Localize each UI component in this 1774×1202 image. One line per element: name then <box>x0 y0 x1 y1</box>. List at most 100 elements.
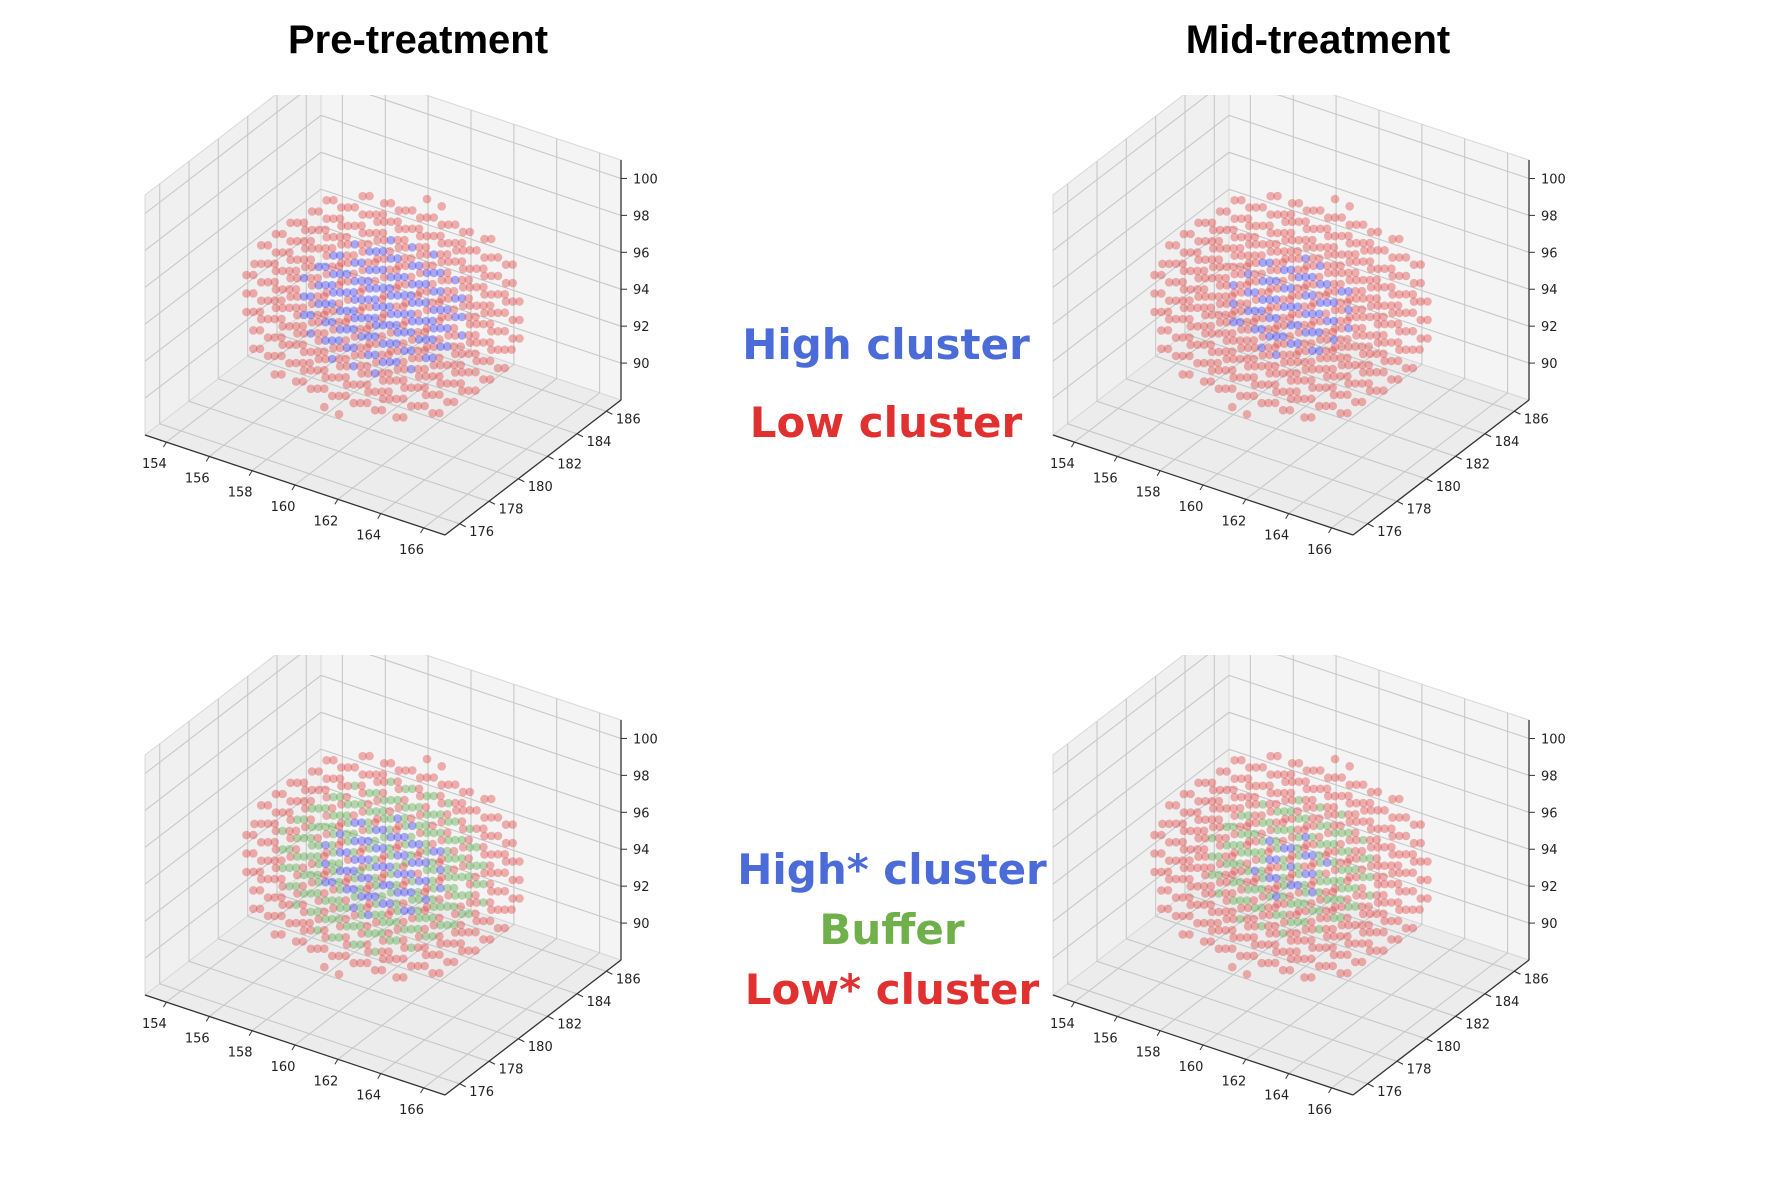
scatter-point <box>1229 877 1238 887</box>
scatter-point <box>1164 259 1174 269</box>
scatter-point <box>299 907 309 917</box>
x-tick-label: 160 <box>1179 1060 1204 1075</box>
scatter-point <box>1372 294 1381 303</box>
scatter-point <box>472 301 481 310</box>
scatter-point <box>307 822 317 832</box>
scatter-point <box>1294 346 1304 356</box>
scatter-point <box>443 865 452 874</box>
scatter-point <box>408 895 417 904</box>
scatter-point <box>471 890 480 900</box>
scatter-point <box>487 887 496 896</box>
scatter-point <box>1293 880 1303 890</box>
scatter-point <box>1307 917 1316 927</box>
scatter-point <box>1250 903 1260 913</box>
scatter-point <box>286 292 295 301</box>
scatter-point <box>299 273 309 283</box>
scatter-point <box>1242 373 1252 382</box>
scatter-point <box>1321 943 1331 952</box>
scatter-point <box>1230 214 1239 223</box>
scatter-point <box>1366 806 1376 815</box>
grid-line-z <box>1052 95 1530 214</box>
grid-line-y <box>1213 655 1515 972</box>
scatter-point <box>1278 313 1288 323</box>
scatter-point <box>1215 262 1225 272</box>
scatter-point <box>1193 248 1202 257</box>
scatter-point <box>429 847 439 856</box>
scatter-point <box>435 950 444 959</box>
scatter-point <box>1201 329 1210 338</box>
scatter-point <box>1171 801 1181 810</box>
scatter-point <box>356 940 365 949</box>
scatter-point <box>1321 887 1331 897</box>
scatter-point <box>285 266 294 276</box>
scatter-point <box>436 287 445 296</box>
scatter-point <box>465 861 475 870</box>
scatter-point <box>1307 880 1316 890</box>
scatter-point <box>270 837 279 847</box>
scatter-point <box>242 867 251 877</box>
scatter-point <box>334 877 344 887</box>
scatter-point <box>1272 276 1281 286</box>
scatter-point <box>334 896 344 905</box>
grid-line-x <box>1331 712 1509 1089</box>
scatter-point <box>1301 888 1310 897</box>
scatter-point <box>420 346 430 355</box>
scatter-point <box>1279 210 1289 219</box>
scatter-point <box>1293 825 1303 834</box>
scatter-point <box>1222 225 1231 235</box>
z-tick-label: 96 <box>1541 246 1558 261</box>
grid-line-z <box>144 711 622 848</box>
scatter-point <box>414 279 424 289</box>
scatter-point <box>1273 321 1282 330</box>
scatter-point <box>1272 332 1281 341</box>
scatter-point <box>1344 865 1353 875</box>
scatter-point <box>1171 241 1181 250</box>
x-tick-mark <box>1328 1087 1333 1094</box>
scatter-point <box>350 221 360 231</box>
scatter-point <box>1364 902 1374 911</box>
scatter-point <box>291 340 301 349</box>
scatter-point <box>1206 303 1216 312</box>
scatter-point <box>373 236 382 245</box>
scatter-point <box>480 850 489 859</box>
scatter-point <box>1357 957 1367 967</box>
scatter-point <box>1265 313 1274 323</box>
scatter-point <box>1388 290 1397 299</box>
scatter-point <box>1294 235 1304 245</box>
scatter-point <box>1345 257 1354 266</box>
scatter-point <box>379 235 389 245</box>
scatter-point <box>1214 870 1224 880</box>
scatter-point <box>1322 335 1332 344</box>
scatter-point <box>1328 924 1337 934</box>
scatter-point <box>443 397 452 407</box>
scatter-point <box>1336 950 1345 960</box>
scatter-point <box>385 862 395 871</box>
scatter-point <box>508 894 517 903</box>
scatter-point <box>1351 883 1360 893</box>
scatter-point <box>1294 888 1304 897</box>
scatter-point <box>1199 321 1209 331</box>
scatter-point <box>394 821 404 831</box>
scatter-point <box>1328 906 1337 915</box>
scatter-point <box>1372 312 1381 322</box>
scatter-point <box>379 851 389 860</box>
scatter-point <box>1286 394 1296 404</box>
scatter-point <box>358 844 368 853</box>
scatter-point <box>358 825 368 835</box>
scatter-point <box>349 288 358 297</box>
scatter-point <box>291 918 301 928</box>
z-tick-label: 96 <box>633 246 650 261</box>
grid-line-z <box>1052 748 1530 885</box>
x-tick-mark <box>248 1030 253 1036</box>
scatter-point <box>1235 840 1245 850</box>
scatter-point <box>1207 778 1217 787</box>
scatter-point <box>1401 923 1411 933</box>
scatter-point <box>507 345 516 354</box>
scatter-point <box>1329 298 1339 307</box>
z-tick-label: 90 <box>633 357 650 372</box>
scatter-point <box>342 866 352 876</box>
scatter-point <box>1416 297 1425 306</box>
scatter-point <box>1343 390 1352 400</box>
scatter-point <box>457 854 467 863</box>
scatter-point <box>421 353 431 363</box>
